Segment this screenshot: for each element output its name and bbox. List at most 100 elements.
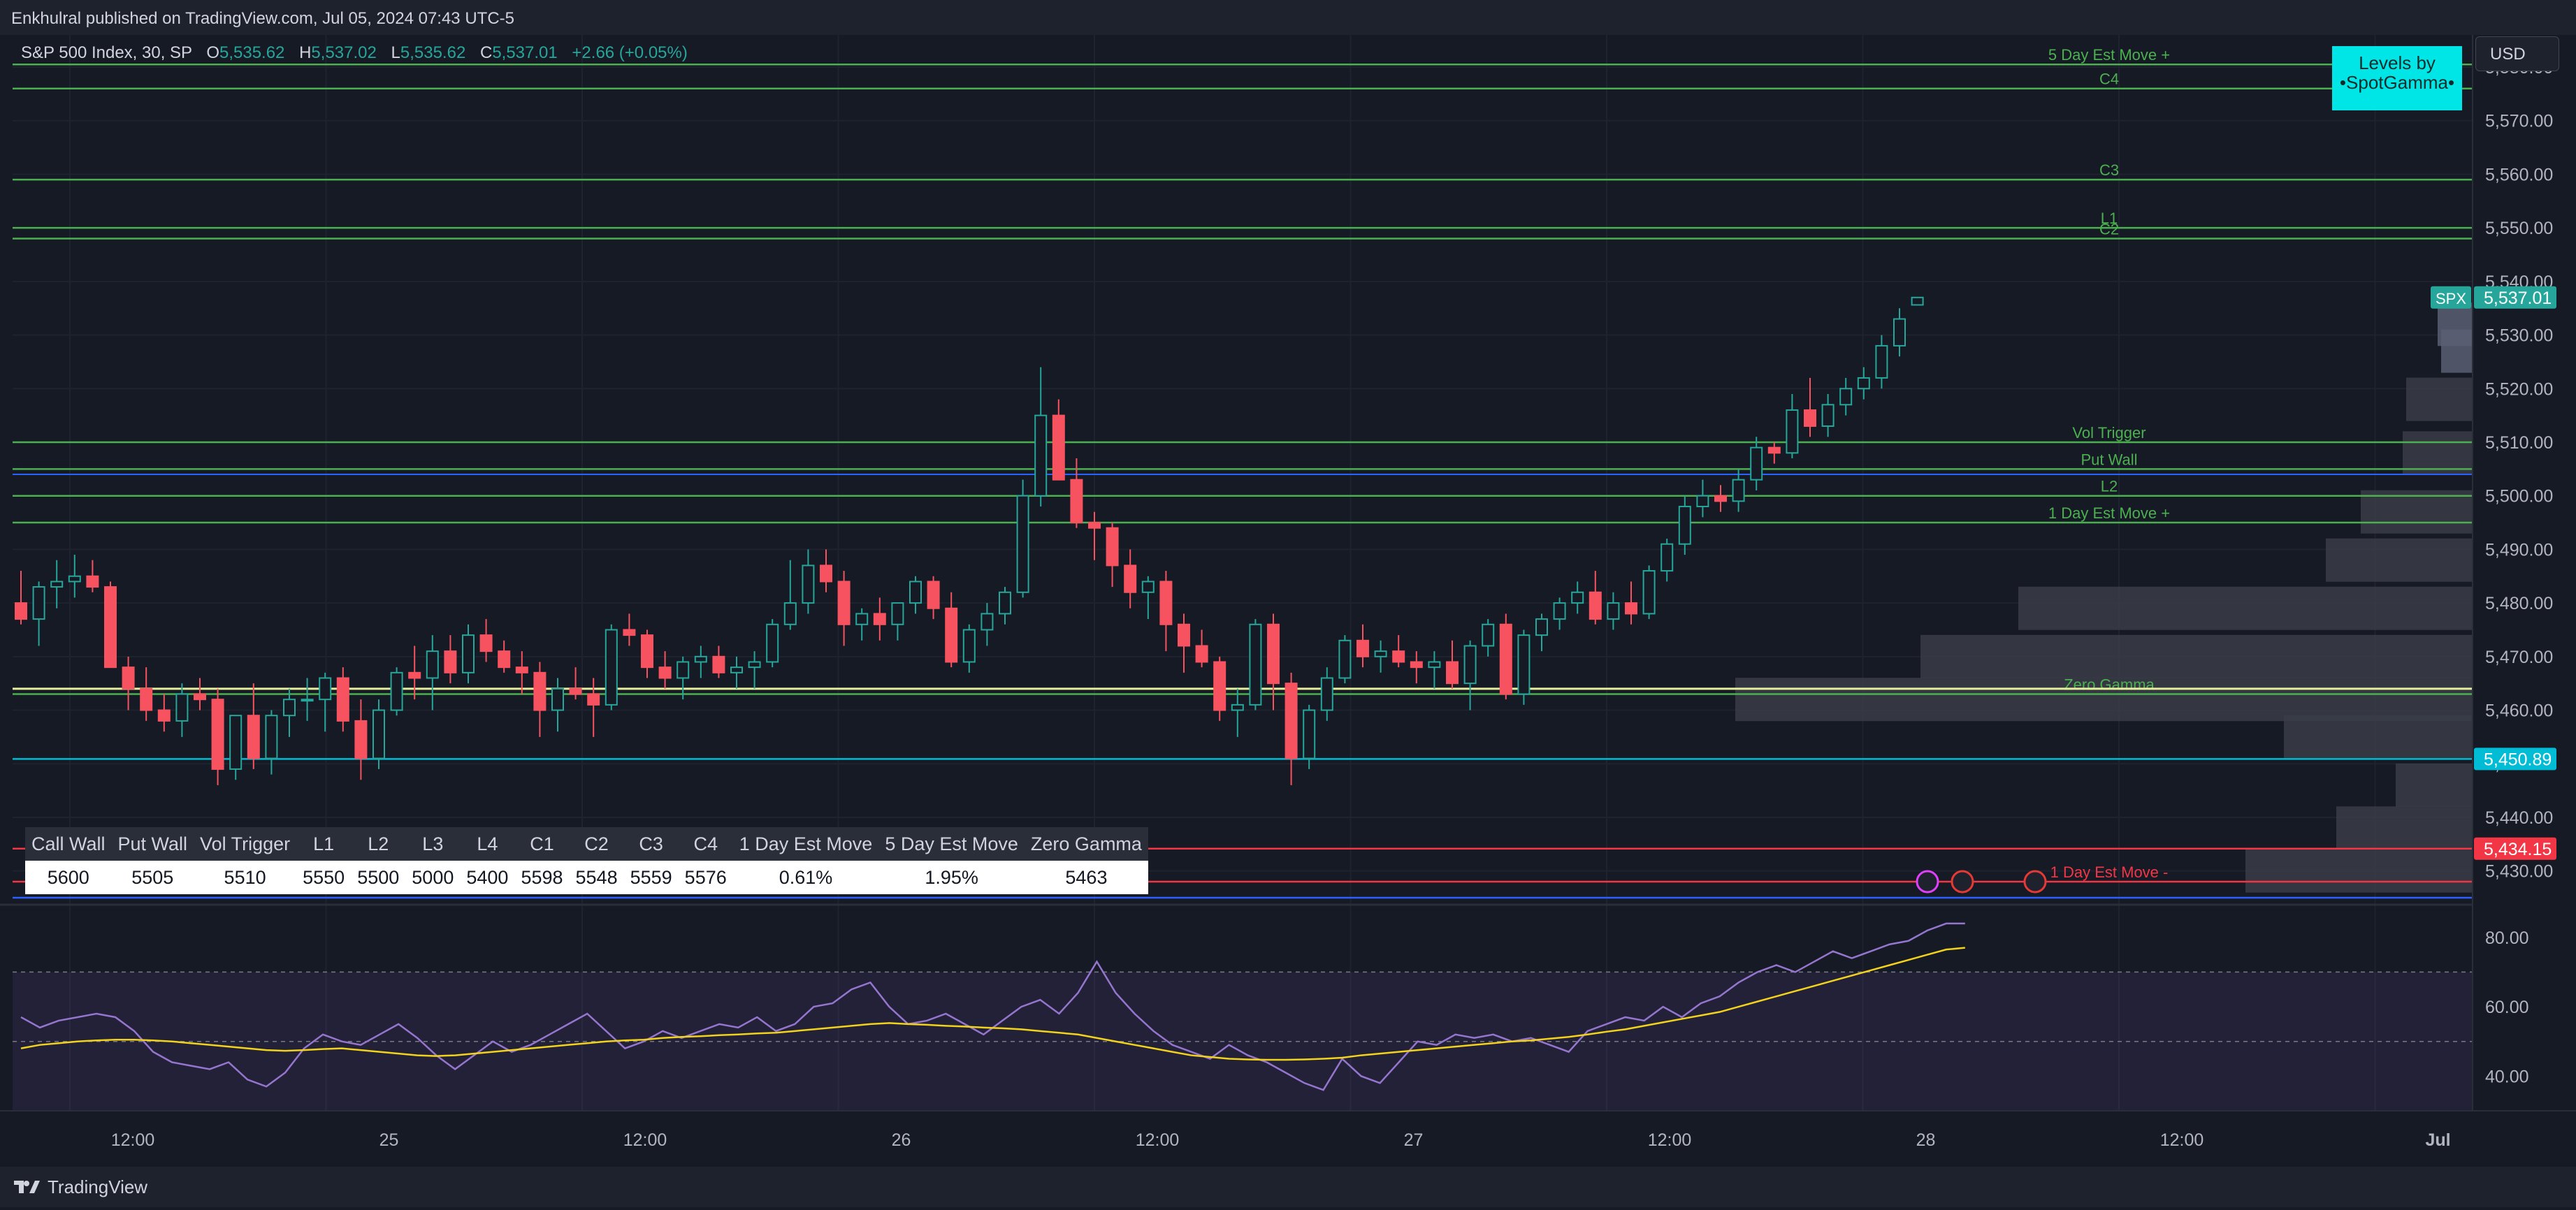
price-tick-label: 5,460.00 (2485, 701, 2553, 721)
symbol-badge (2431, 286, 2471, 309)
candle-body (247, 715, 260, 759)
candle-body (1178, 623, 1190, 647)
candle-body (15, 602, 27, 620)
candle-body (462, 634, 475, 673)
levels-header-cell: C2 (569, 827, 624, 861)
rsi-ma-line (20, 947, 1965, 1061)
levels-table-header: Call Wall Put Wall Vol Trigger L1 L2 L3 L4 C1 C2… (25, 827, 1148, 861)
candle-body (641, 634, 653, 669)
levels-header-cell: Put Wall (111, 827, 194, 861)
price-tick-label: 5,480.00 (2485, 594, 2553, 613)
volume-profile-bar (2361, 490, 2473, 534)
candle-body (676, 661, 690, 679)
candle-body (1374, 650, 1387, 657)
close-value: 5,537.01 (492, 43, 558, 62)
candle-body (86, 575, 99, 588)
candle-body (1714, 495, 1727, 502)
candle-body (730, 666, 743, 673)
candle-body (194, 693, 206, 701)
level-label: L2 (2101, 478, 2118, 495)
candle-body (426, 650, 439, 679)
candle-body (122, 666, 135, 690)
candle-body (909, 581, 922, 604)
candle-body (211, 699, 224, 770)
candle-body (372, 709, 385, 759)
price-tick-label: 5,500.00 (2485, 487, 2553, 506)
candle-body (1231, 704, 1244, 711)
level-label: C3 (2099, 161, 2119, 179)
price-tick-label: 5,520.00 (2485, 379, 2553, 399)
candle-body (855, 613, 869, 625)
candle-body (140, 687, 153, 711)
candle-body (873, 613, 886, 625)
rsi-tick-label: 40.00 (2485, 1067, 2529, 1086)
candle-body (157, 709, 171, 722)
candle-body (104, 586, 117, 669)
candle-body (1875, 344, 1888, 379)
candle-body (1463, 645, 1477, 685)
candle-body (1356, 639, 1369, 657)
candle-body (802, 564, 815, 604)
price-tick-label: 5,530.00 (2485, 326, 2553, 346)
candle-body (1571, 591, 1584, 604)
candle-body (1249, 623, 1262, 706)
levels-value-cell: 5510 (194, 861, 297, 894)
candle-body (1732, 479, 1745, 502)
volume-profile (1735, 302, 2473, 893)
candle-body (1517, 634, 1531, 695)
candle-body (1678, 506, 1691, 545)
candle-body (1392, 650, 1405, 663)
tradingview-logo[interactable]: TradingView (0, 1167, 147, 1207)
candle-body (1482, 623, 1495, 647)
candle-body (408, 671, 421, 679)
candle-body (1106, 527, 1119, 567)
candle-body (999, 591, 1011, 615)
tradingview-logo-icon (14, 1181, 40, 1193)
candle-body (820, 564, 832, 583)
rsi-tick-label: 60.00 (2485, 998, 2529, 1017)
candle-body (1589, 591, 1602, 620)
level-label: C2 (2099, 220, 2119, 238)
spotgamma-line2: •SpotGamma• (2339, 72, 2455, 93)
candle-body (551, 687, 564, 711)
levels-value-cell: 5598 (514, 861, 570, 894)
volume-profile-bar (1920, 634, 2473, 678)
volume-profile-bar (2441, 329, 2473, 373)
candle-body (68, 575, 81, 583)
open-label: O (206, 43, 219, 62)
volume-profile-bar (1735, 678, 2473, 722)
close-label: C (479, 43, 493, 62)
time-tick-label: 12:00 (2160, 1130, 2204, 1150)
candle-body (1660, 543, 1674, 572)
high-label: H (299, 43, 312, 62)
time-tick-label: Jul (2425, 1130, 2450, 1150)
candle-body (1642, 570, 1656, 615)
candle-body (1034, 414, 1048, 497)
currency-button[interactable]: USD (2475, 36, 2559, 71)
candle-body (32, 586, 45, 620)
levels-value-cell: 5550 (296, 861, 352, 894)
footer-brand: TradingView (48, 1176, 148, 1197)
level-label: 1 Day Est Move - (2050, 863, 2169, 881)
candle-body (962, 629, 976, 663)
candle-body (533, 671, 547, 711)
chart-frame[interactable]: 5 Day Est Move + C4 C3 L1 C2 Vol Trigger Put W… (0, 35, 2576, 1167)
candle-body (605, 629, 618, 706)
candle-body (587, 693, 600, 706)
candle-body (1088, 522, 1101, 529)
levels-value-cell: 5505 (111, 861, 194, 894)
grid (13, 35, 2473, 1111)
candle-body (390, 671, 403, 711)
price-badge-value: 5,450.89 (2484, 750, 2552, 769)
spotgamma-box: Levels by •SpotGamma• (2332, 46, 2462, 110)
levels-header-cell: Zero Gamma (1024, 827, 1148, 861)
volume-profile-bar (2336, 806, 2473, 850)
levels-value-cell: 1.95% (878, 861, 1025, 894)
symbol-badge-label: SPX (2436, 290, 2466, 307)
candle-body (1786, 409, 1799, 454)
candle-body (1141, 581, 1155, 593)
candle-body (175, 693, 189, 722)
candle-body (748, 661, 761, 669)
candle-body (1124, 564, 1137, 593)
